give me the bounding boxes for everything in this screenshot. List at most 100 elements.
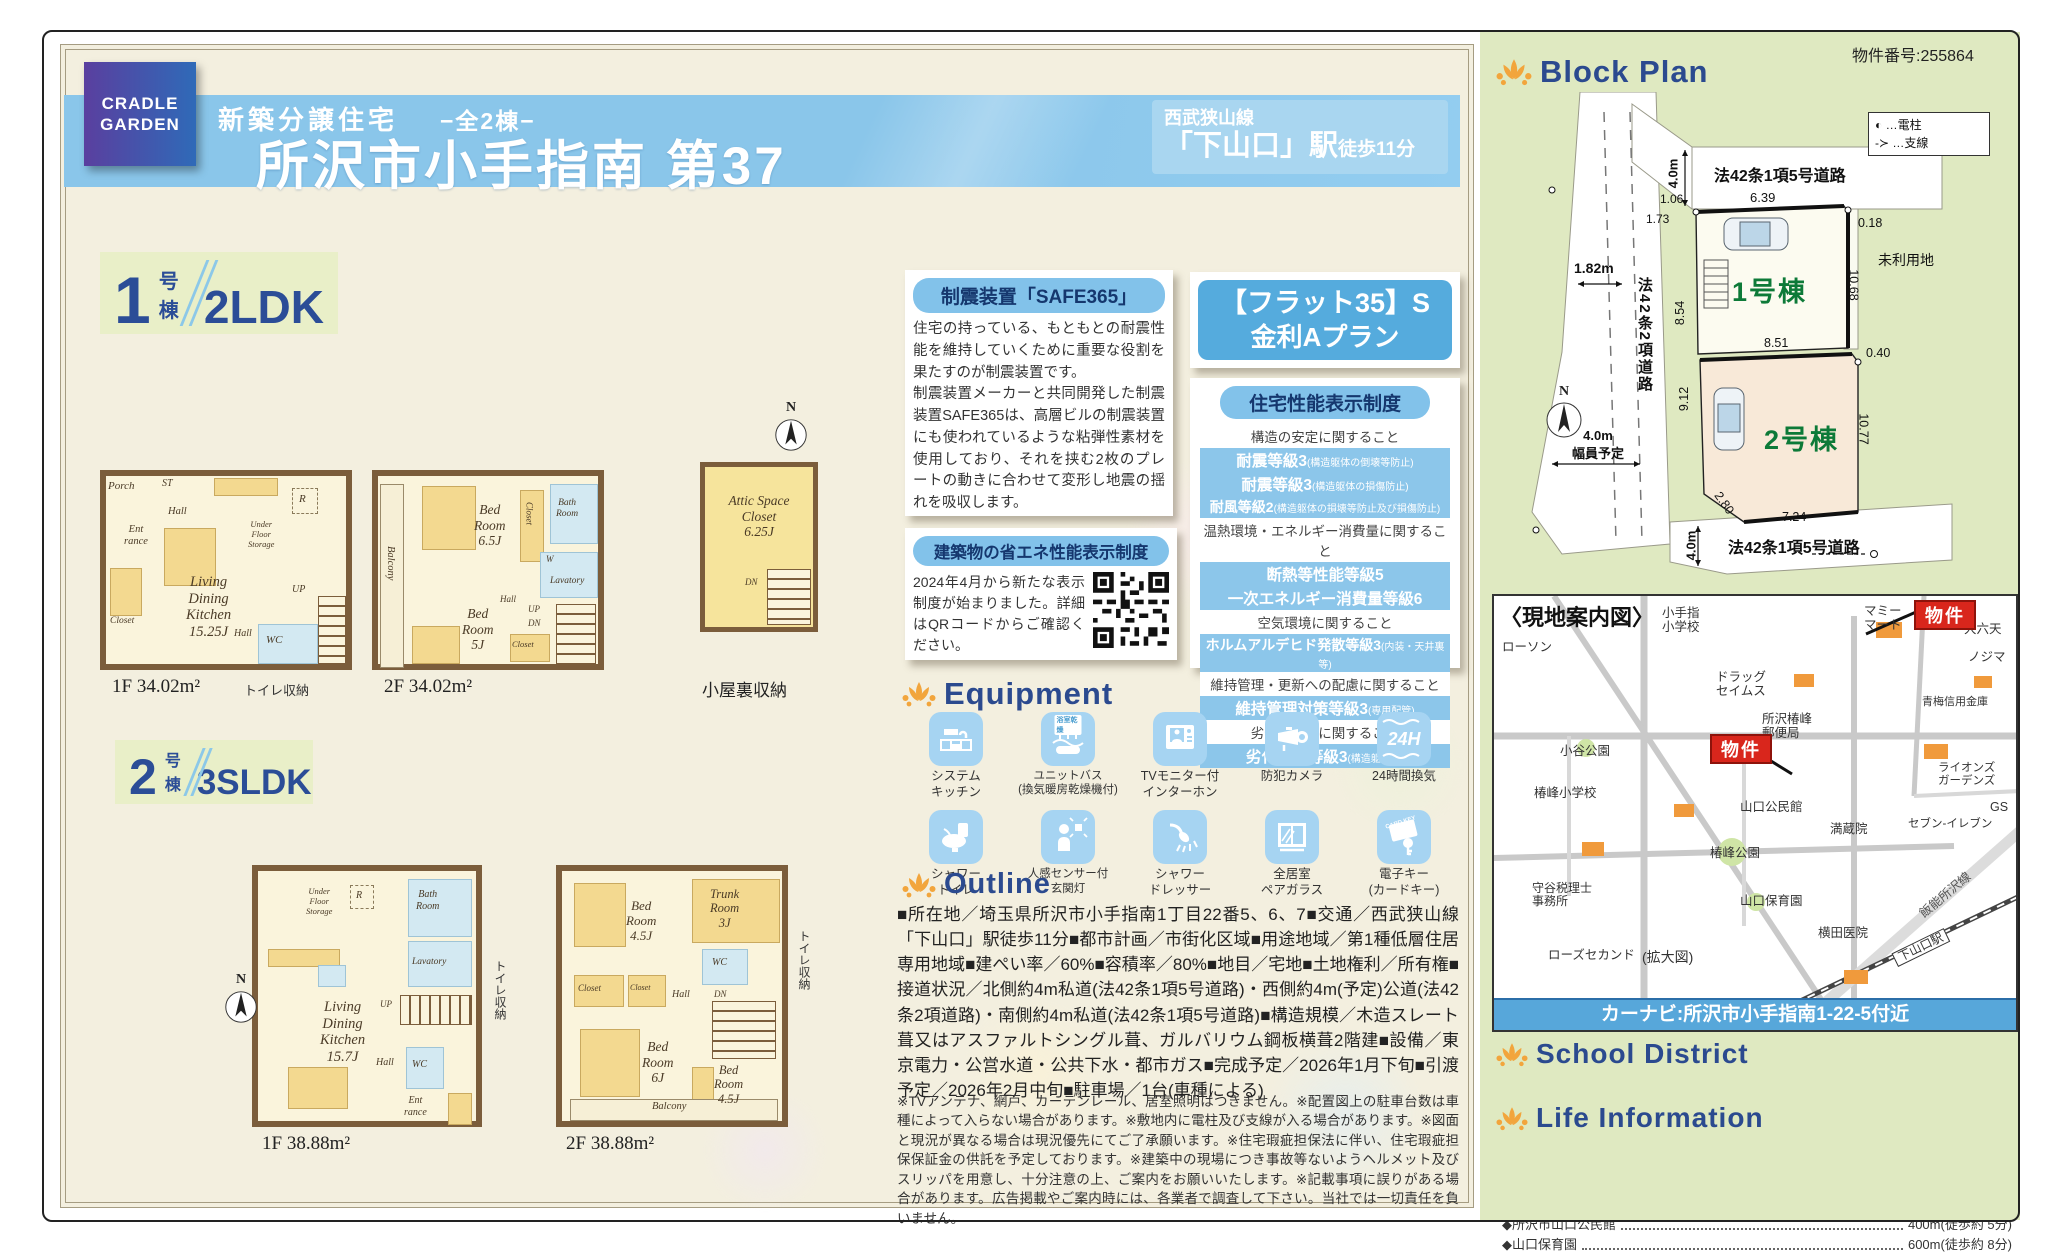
compass-north: N [1544, 384, 1584, 440]
grade-text: 一次エネルギー消費量等級6 [1227, 591, 1423, 608]
map-label: 青梅信用金庫 [1922, 696, 1988, 708]
equipment-item: システム キッチン [900, 712, 1012, 800]
dim-label: 4.0m [1665, 158, 1681, 189]
grade-note: (構造躯体の倒壊等防止) [1306, 458, 1414, 469]
room-label: Balcony [385, 546, 397, 581]
room-label: UP [380, 999, 392, 1009]
grade-text: 耐震等級3 [1241, 477, 1312, 494]
safe365-title: 制震装置「SAFE365」 [913, 278, 1165, 313]
dotted-leader [1582, 1248, 1903, 1250]
flat35-line1: 【フラット35】S [1219, 287, 1431, 318]
lot2-label: 2号棟 [1764, 425, 1840, 455]
total-units: −全2棟− [440, 108, 536, 134]
station-info: 西武狭山線 「下山口」駅 徒歩11分 [1152, 100, 1448, 174]
list-item: ◆山口保育園 600m(徒歩約 8分) [1502, 1234, 2012, 1253]
grade-note: (構造躯体等) [1347, 754, 1405, 765]
room-label: DN [745, 577, 758, 587]
equipment-label: シャワー ドレッサー [1148, 867, 1212, 897]
system-kitchen-icon [929, 712, 983, 766]
unit2-1f-caption: 1F 38.88m² [262, 1133, 351, 1154]
blockplan-legend: ◐ …電柱 -≻ …支線 [1868, 112, 1990, 156]
room-label: R [299, 493, 306, 505]
equipment-label: TVモニター付 インターホン [1140, 769, 1220, 799]
sale-category: 新築分譲住宅 [218, 105, 399, 135]
school-section-title: School District [1496, 1038, 1749, 1070]
equipment-title-text: Equipment [944, 676, 1114, 711]
map-label: 横田医院 [1818, 926, 1869, 940]
room-label: Hall [500, 594, 517, 604]
lotus-icon [1496, 1042, 1528, 1066]
energy-qr-code [1093, 572, 1169, 648]
equipment-item: 防犯カメラ [1236, 712, 1348, 800]
room-label: Closet [110, 616, 135, 626]
car-navi-note: カーナビ:所沢市小手指南1-22-5付近 [1494, 998, 2016, 1030]
dim-label: 8.51 [1764, 336, 1789, 350]
map-label: 椿峰公園 [1710, 846, 1761, 860]
room-label: WC [712, 957, 727, 968]
equipment-label: ユニットバス (換気暖房乾燥機付) [1018, 770, 1118, 797]
equipment-label: 電子キー (カードキー) [1368, 867, 1440, 897]
lotus-icon [1496, 1106, 1528, 1130]
legend-wire: -≻ …支線 [1875, 136, 1929, 150]
map-zoom-note: (拡大図) [1642, 949, 1694, 965]
room-label: Bath Room [556, 498, 579, 519]
map-label: 山口公民館 [1740, 800, 1803, 814]
blockplan-shapes [1531, 92, 1953, 575]
unit2-2f-plan: Bed Room 4.5J Trunk Room 3J WC Closet Cl… [556, 865, 788, 1127]
map-label: 小谷公園 [1560, 744, 1611, 758]
dim-label: 0.40 [1866, 346, 1891, 360]
unit1-1f-caption: 1F 34.02m² [112, 676, 201, 697]
performance-row: 一次エネルギー消費量等級6 [1200, 586, 1450, 610]
shower-dresser-icon [1153, 810, 1207, 865]
equipment-grid: システム キッチン 浴室乾燥 ユニットバス (換気暖房乾燥機付) TVモニター付… [900, 712, 1460, 899]
compass-label: N [235, 972, 247, 987]
room-label: Ent rance [124, 524, 148, 548]
grade-note: (構造躯体の損壊等防止及び損傷防止) [1273, 504, 1441, 515]
map-label: ドラッグ セイムス [1716, 670, 1767, 698]
equipment-label: 24時間換気 [1372, 769, 1436, 783]
card-key-icon: CARD KEY [1377, 810, 1431, 865]
dim-label: 7.24 [1782, 510, 1807, 524]
dim-label: 1.73 [1646, 212, 1670, 226]
road-name: 法42条1項5号道路 [1728, 540, 1860, 557]
outline-title-text: Outline [944, 868, 1051, 900]
map-label: ローズセカンド [1548, 948, 1635, 962]
performance-row: 維持管理・更新への配慮に関すること [1200, 672, 1450, 696]
map-label: 守谷税理士 事務所 [1532, 881, 1593, 909]
ventilation-24h-icon: 24H [1377, 712, 1431, 766]
equipment-item: シャワー トイレ [900, 810, 1012, 898]
shower-toilet-icon [929, 810, 983, 865]
unit1-tag: 1 号棟 2LDK [100, 252, 338, 334]
compass-north: N [772, 400, 810, 454]
road-name: 法42条1項5号道路 [1714, 168, 1846, 185]
room-label: Bed Room 5J [462, 606, 494, 653]
room-label: Living Dining Kitchen 15.25J [186, 574, 232, 641]
dim-label: 1.06 [1660, 192, 1684, 206]
room-label: Hall [168, 506, 187, 517]
room-label: WC [412, 1059, 427, 1070]
legend-pole: ◐ …電柱 [1875, 118, 1922, 132]
room-label: DN [714, 989, 727, 999]
grade-note: (構造躯体の損傷防止) [1311, 482, 1409, 493]
grade-text: 断熱等性能等級5 [1266, 567, 1384, 584]
performance-row: 空気環境に関すること [1200, 610, 1450, 634]
blockplan-diagram: ◐ …電柱 -≻ …支線 4.0m 法42条1項5号道路 6.39 0.18 1… [1492, 92, 2020, 592]
flat35-line2: 金利Aプラン [1250, 321, 1400, 352]
unit1-2f-caption: 2F 34.02m² [384, 676, 473, 697]
watercolor-blob [960, 1000, 1110, 1140]
page-title: 所沢市小手指南 第37 [256, 137, 787, 196]
unit2-suffix: 号棟 [164, 753, 181, 794]
equipment-label: 人感センサー付 玄関灯 [1027, 868, 1109, 895]
disclaimer-text: ※TVアンテナ、網戸、カーテンレール、居室照明はつきません。※配置図上の駐車台数… [897, 1094, 1459, 1226]
room-label: Closet [512, 639, 534, 649]
attic-caption: 小屋裏収納 [702, 681, 787, 700]
room-label: Balcony [652, 1101, 687, 1112]
unit2-number: 2 [129, 749, 157, 805]
map-title: 〈現地案内図〉 [1500, 605, 1655, 630]
safe365-panel: 制震装置「SAFE365」 住宅の持っている、もともとの耐震性能を維持していくた… [905, 270, 1173, 516]
dim-label: 0.18 [1858, 216, 1883, 230]
equipment-item: シャワー ドレッサー [1124, 810, 1236, 898]
compass-icon [775, 419, 807, 451]
room-label: ST [162, 478, 173, 489]
equipment-label: 全居室 ペアガラス [1260, 867, 1324, 897]
